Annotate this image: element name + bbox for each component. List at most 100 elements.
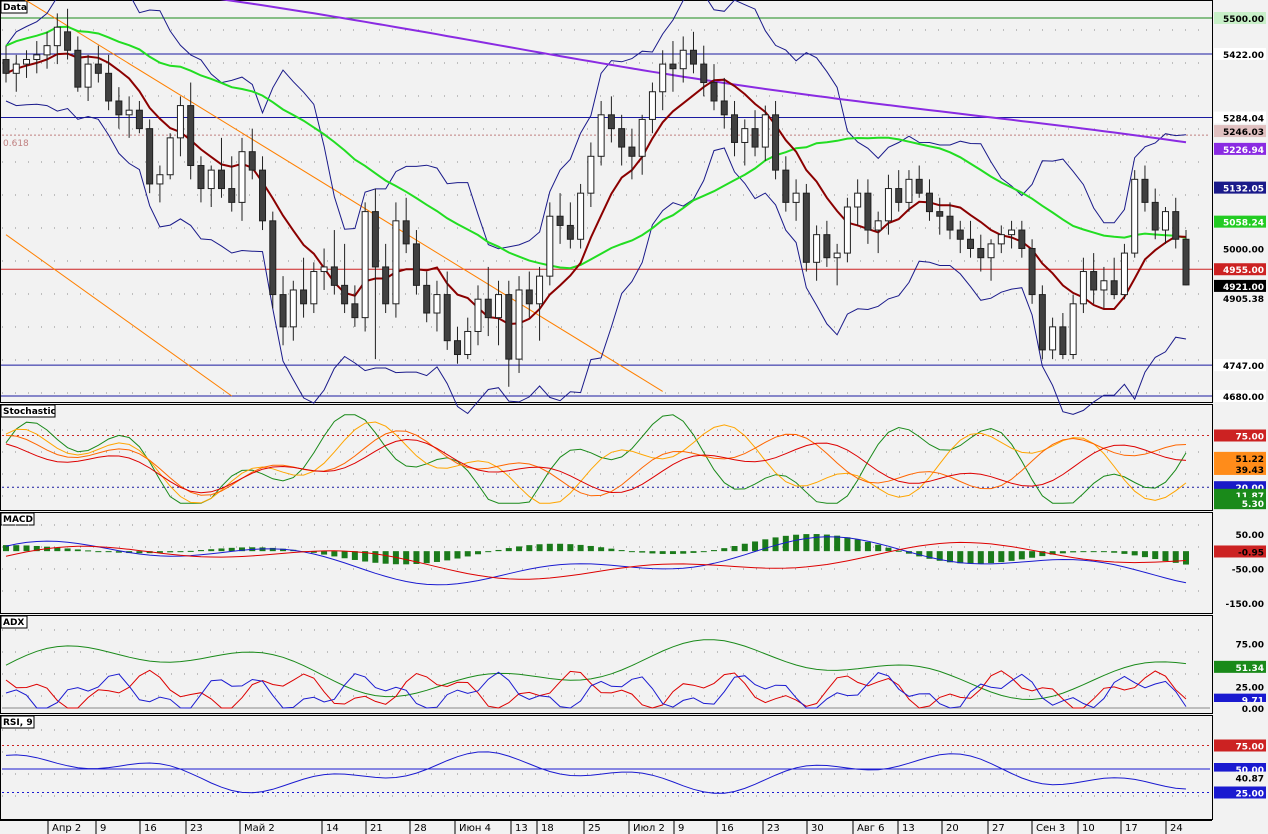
x-axis: Апр 2 9 16 23 Май 2 14 21 28 Июн 4 13 18 25 Июл 2 9 16… [0,820,1212,834]
ytick-last: 4921.00 [1214,279,1266,293]
ma-green [5,25,1187,270]
candle-body [628,146,636,157]
ma-purple [219,0,1187,144]
macd-bar [208,549,215,552]
rsi-tick-75: 75.00 [1214,739,1266,753]
rsi-tick-75-text: 75.00 [1236,743,1264,753]
macd-bar [423,551,430,564]
fib-label: 0.618 [3,139,29,149]
macd-bar [793,534,800,552]
macd-bar [1090,551,1097,553]
rsi-tick-last-bg [1214,771,1266,784]
candle-body [967,238,975,249]
candle-body [1018,229,1026,249]
candle-body [1100,280,1108,291]
macd-bar [54,547,61,552]
candle-body [515,289,523,360]
rsi-tick-50-text: 50.00 [1236,766,1264,776]
candle-body [1069,303,1077,356]
candle-body [884,188,892,222]
macd-panel-frame[interactable] [0,512,1213,614]
candle-body [792,192,800,203]
macd-bar [1008,551,1015,561]
ytick-boll-lower-bg [1214,292,1266,305]
candle-body [74,49,82,88]
ytick-fib: 5246.03 [1214,125,1266,138]
candle-body [597,114,605,157]
adx-panel-frame[interactable] [0,615,1213,714]
macd-bar [269,547,276,552]
macd-bar [187,550,194,552]
candle-body [423,284,431,314]
macd-bar [13,545,20,552]
macd-bar [495,549,502,552]
adx-tick-last-bg [1214,660,1266,673]
x-tick-label: 17 [1125,823,1138,834]
ytick-boll-lower-text: 4905.38 [1223,295,1264,305]
candle-body [1079,271,1087,305]
macd-bar [167,551,174,553]
candle-body [1141,178,1149,203]
candle-body [905,178,913,203]
candle-body [977,247,985,259]
macd-bar [711,550,717,552]
macd-bar [772,537,779,552]
rsi-panel-frame[interactable] [0,715,1213,820]
candle-body [546,215,554,277]
candle-body [156,174,164,185]
macd-bar [762,539,769,552]
macd-bar [1172,551,1179,563]
macd-bar [557,543,564,552]
macd-bar [782,535,789,552]
price-panel-title: Data [3,3,27,13]
macd-bar [967,551,974,564]
candle-body [320,266,328,273]
ytick-ma-purple-text: 5226.94 [1223,146,1264,156]
x-tick-label: 20 [946,823,959,834]
candle-body [587,155,595,194]
macd-bar [536,544,543,552]
candle-body [1151,201,1159,231]
ytick-fib-text: 5246.03 [1223,128,1264,138]
candle-body [1090,271,1098,291]
x-tick-label: 9 [100,823,106,834]
macd-bar [1131,551,1138,556]
stoch-tick-51-bg [1214,451,1266,464]
candle-body [731,114,739,143]
candle-body [166,137,174,176]
adx-tick-last-text: 51.34 [1236,664,1264,674]
candle-body [443,294,451,342]
candle-body [289,289,297,328]
candle-body [1059,326,1067,356]
candle-body [392,220,400,305]
macd-tick-m150-bg [1214,597,1266,610]
ytick-4680: 4680.00 [1214,390,1266,403]
macd-bar [433,551,440,562]
macd-bar [85,550,92,552]
rsi-tick-25-text: 25.00 [1236,790,1264,800]
candle-body [761,114,769,148]
macd-line [5,536,1187,586]
candle-body [433,294,441,314]
ytick-5284-bg [1214,111,1266,124]
stoch-tick-39-bg [1214,462,1266,475]
macd-bar [280,548,287,552]
macd-bar [731,546,738,552]
candle-body [1120,252,1128,296]
ytick-4747-bg [1214,359,1266,372]
candle-body [300,289,308,305]
x-tick-label: Авг 6 [857,823,885,834]
macd-bar [1018,551,1025,560]
candle-body [402,220,410,245]
macd-bar [721,548,728,552]
price-panel-frame[interactable] [0,0,1213,403]
candle-body [495,294,503,319]
x-tick-label: 13 [902,823,915,834]
stochastic-panel-title: Stochastic [3,407,56,417]
stochastic-panel-frame[interactable] [0,404,1213,511]
ytick-ma-purple: 5226.94 [1214,142,1266,156]
adx-tick-0-text: 0.00 [1242,705,1264,715]
candle-body [238,151,246,203]
candle-body [361,211,369,319]
candle-body [94,63,102,74]
